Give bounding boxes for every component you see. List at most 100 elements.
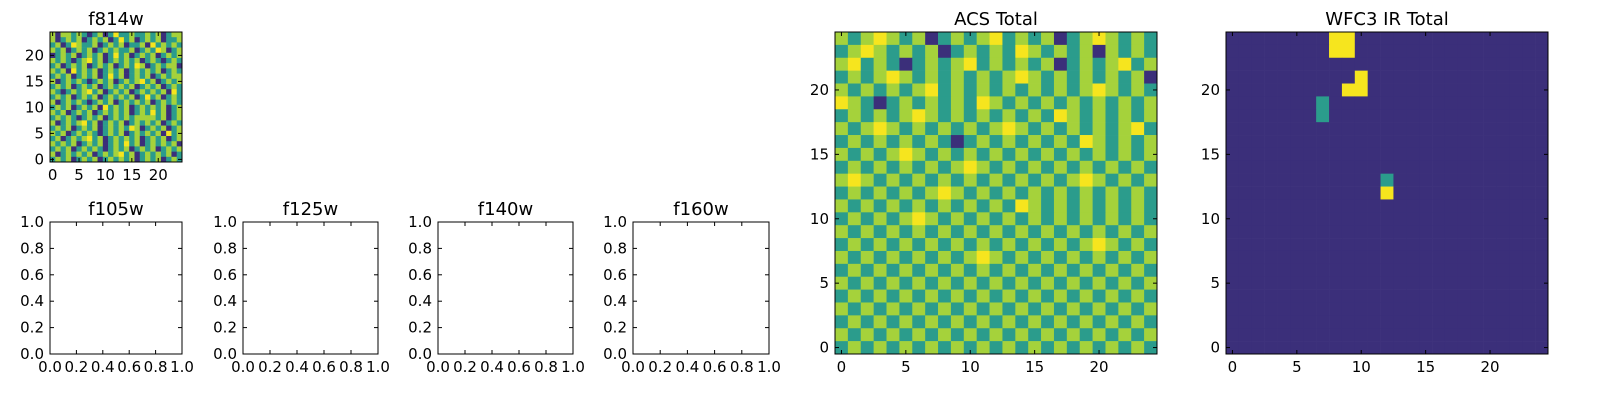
heatmap-cell — [938, 32, 952, 46]
heatmap-cell — [912, 315, 926, 329]
heatmap-cell — [925, 199, 939, 213]
heatmap-cell — [1105, 109, 1119, 123]
heatmap-cell — [1419, 289, 1433, 303]
heatmap-cell — [1535, 83, 1549, 97]
heatmap-cell — [1015, 212, 1029, 226]
heatmap-cell — [139, 146, 146, 152]
heatmap-cell — [108, 47, 114, 54]
heatmap-cell — [1483, 289, 1497, 303]
x-tick-label: 5 — [1292, 358, 1302, 376]
heatmap-cell — [1496, 83, 1510, 97]
heatmap-cell — [1341, 147, 1356, 162]
heatmap-cell — [989, 32, 1003, 46]
heatmap-cell — [129, 58, 135, 64]
heatmap-cell — [1264, 44, 1278, 59]
heatmap-cell — [1303, 83, 1317, 97]
x-tick-label: 15 — [122, 166, 141, 184]
heatmap-cell — [950, 44, 965, 59]
heatmap-cell — [171, 104, 178, 111]
heatmap-cell — [65, 156, 72, 163]
heatmap-cell — [171, 78, 178, 85]
heatmap-cell — [1118, 263, 1132, 278]
heatmap-cell — [71, 130, 77, 137]
heatmap-cell — [1509, 199, 1523, 213]
heatmap-cell — [134, 156, 141, 163]
heatmap-cell — [1406, 276, 1420, 290]
heatmap-cell — [835, 32, 849, 46]
heatmap-cell — [1470, 83, 1484, 97]
heatmap-cell — [65, 32, 72, 38]
heatmap-cell — [1144, 44, 1158, 59]
heatmap-cell — [1393, 302, 1407, 316]
y-tick-label: 20 — [1201, 81, 1220, 99]
heatmap-cell — [925, 341, 939, 355]
heatmap-cell — [1406, 225, 1420, 239]
heatmap-cell — [129, 52, 135, 59]
heatmap-cell — [899, 83, 913, 97]
heatmap-cell — [50, 37, 56, 43]
heatmap-cell — [1509, 109, 1523, 123]
heatmap-cell — [1406, 70, 1420, 84]
heatmap-cell — [92, 89, 98, 95]
heatmap-cell — [1264, 199, 1278, 213]
heatmap-cell — [1015, 328, 1029, 342]
heatmap-cell — [1041, 32, 1055, 46]
heatmap-cell — [899, 238, 913, 252]
heatmap-cell — [102, 151, 109, 158]
heatmap-cell — [1238, 32, 1253, 46]
heatmap-cell — [938, 263, 952, 278]
heatmap-cell — [1419, 212, 1433, 226]
heatmap-cell — [55, 84, 61, 90]
heatmap-cell — [113, 63, 119, 69]
heatmap-cell — [925, 32, 939, 46]
heatmap-cell — [150, 63, 156, 69]
heatmap-cell — [123, 156, 130, 163]
heatmap-cell — [1251, 70, 1265, 84]
heatmap-cell — [1341, 135, 1356, 149]
heatmap-cell — [1419, 135, 1433, 149]
heatmap-cell — [108, 94, 114, 100]
heatmap-cell — [155, 52, 162, 59]
heatmap-cell — [1251, 199, 1265, 213]
heatmap-cell — [113, 156, 119, 163]
heatmap-cell — [1470, 212, 1484, 226]
heatmap-cell — [1251, 173, 1265, 187]
heatmap-cell — [963, 238, 977, 252]
heatmap-cell — [1092, 173, 1106, 187]
heatmap-cell — [1251, 289, 1265, 303]
heatmap-cell — [155, 94, 162, 100]
heatmap-cell — [1238, 276, 1253, 290]
heatmap-cell — [860, 147, 874, 162]
heatmap-cell — [81, 32, 88, 38]
heatmap-cell — [1470, 276, 1484, 290]
heatmap-cell — [123, 37, 130, 43]
heatmap-cell — [139, 115, 146, 121]
heatmap-cell — [1367, 199, 1381, 213]
heatmap-cell — [150, 84, 156, 90]
heatmap-cell — [1316, 199, 1330, 213]
heatmap-cell — [139, 47, 146, 54]
heatmap-cell — [176, 94, 183, 100]
heatmap-cell — [1522, 212, 1536, 226]
heatmap-cell — [989, 212, 1003, 226]
heatmap-cell — [155, 78, 162, 85]
heatmap-cell — [150, 47, 156, 54]
heatmap-cell — [1341, 263, 1356, 278]
heatmap-cell — [81, 58, 88, 64]
heatmap-cell — [1066, 302, 1081, 316]
heatmap-cell — [1380, 83, 1394, 97]
heatmap-cell — [176, 32, 183, 38]
heatmap-cell — [1432, 199, 1446, 213]
heatmap-cell — [1483, 70, 1497, 84]
heatmap-cell — [1316, 289, 1330, 303]
heatmap-cell — [1053, 199, 1068, 213]
heatmap-cell — [938, 315, 952, 329]
heatmap-cell — [886, 83, 900, 97]
heatmap-cell — [1419, 315, 1433, 329]
heatmap-cell — [1303, 302, 1317, 316]
heatmap-cell — [1251, 276, 1265, 290]
heatmap-cell — [50, 110, 56, 116]
heatmap-cell — [92, 136, 98, 142]
heatmap-cell — [1316, 186, 1330, 200]
plot-area — [243, 222, 378, 354]
